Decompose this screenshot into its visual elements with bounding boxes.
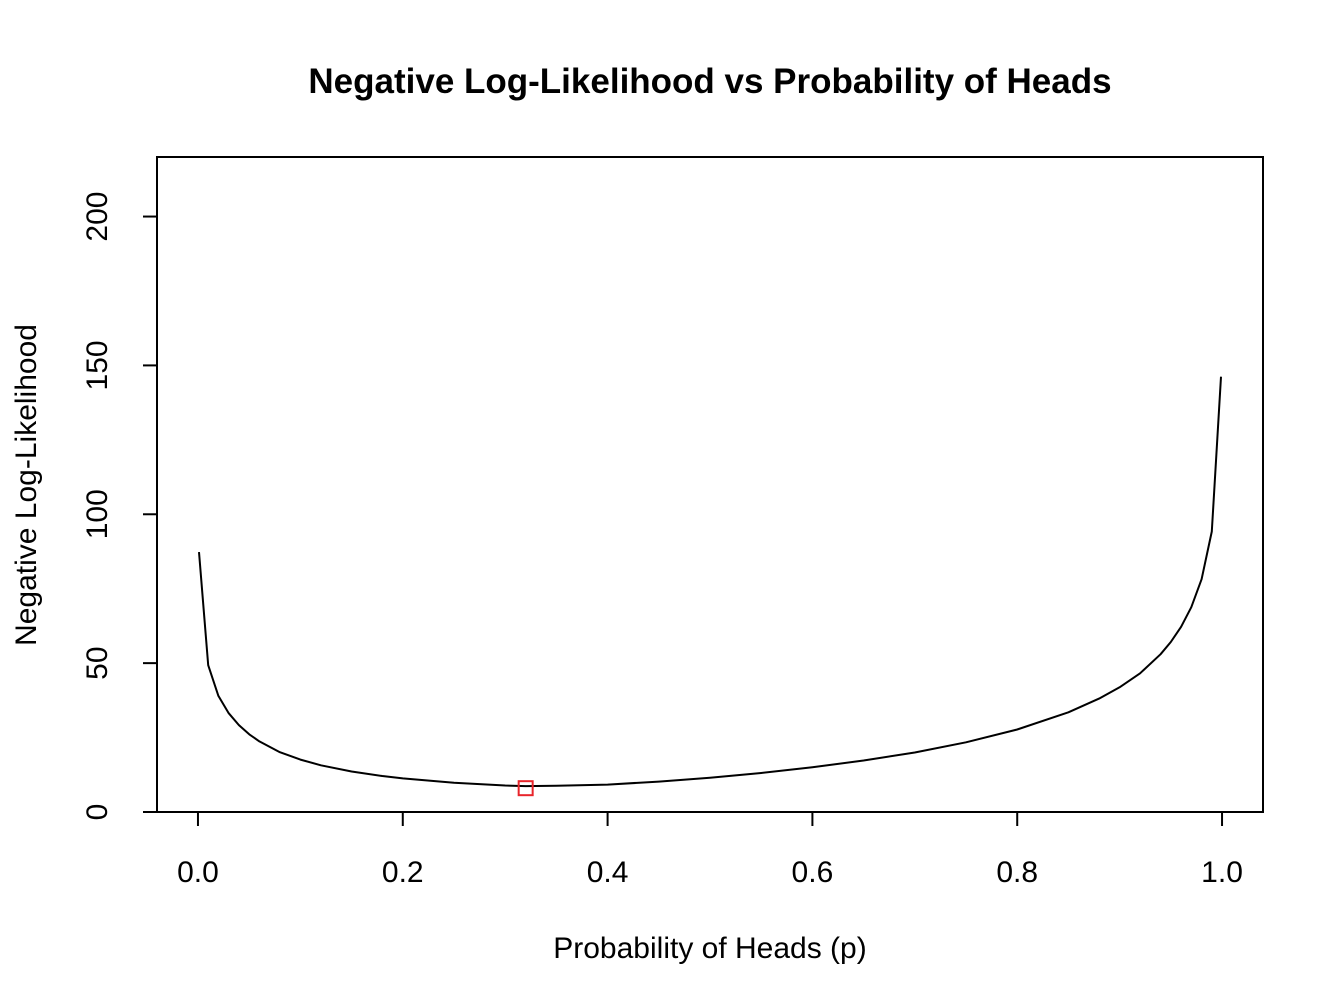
x-tick-label: 0.2	[382, 856, 424, 889]
y-tick-label: 200	[81, 192, 114, 242]
x-tick-label: 1.0	[1201, 856, 1243, 889]
x-tick-label: 0.6	[792, 856, 834, 889]
y-axis-label: Negative Log-Likelihood	[10, 324, 43, 646]
plot-frame	[156, 156, 1264, 813]
y-tick-label: 0	[81, 804, 114, 821]
y-tick-label: 100	[81, 489, 114, 539]
x-axis: 0.0 0.2 0.4 0.6 0.8 1.0	[177, 811, 1243, 889]
y-tick-label: 150	[81, 340, 114, 390]
x-tick-label: 0.0	[177, 856, 219, 889]
chart-title: Negative Log-Likelihood vs Probability o…	[308, 62, 1111, 101]
x-tick-label: 0.8	[996, 856, 1038, 889]
y-tick-label: 50	[81, 646, 114, 679]
x-axis-label: Probability of Heads (p)	[553, 932, 866, 965]
nll-curve	[198, 376, 1222, 788]
y-axis: 0 50 100 150 200	[81, 192, 158, 821]
mle-point-marker	[517, 780, 534, 797]
x-tick-label: 0.4	[587, 856, 629, 889]
